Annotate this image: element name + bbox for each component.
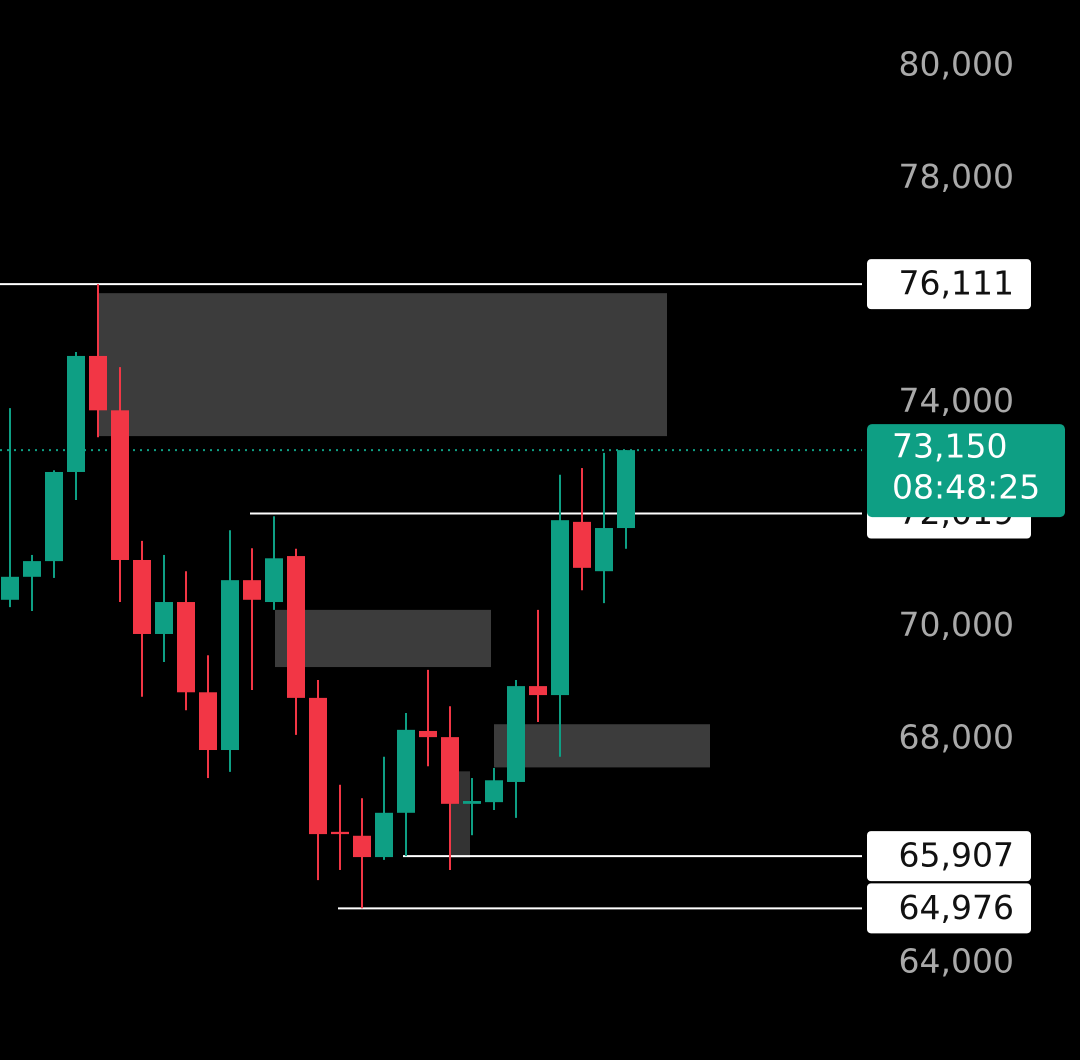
candle-body [419,730,437,738]
candle-body [441,737,459,804]
candle-body [529,686,547,696]
candle-body [287,556,305,698]
zone [275,609,491,668]
level-label: 76,111 [899,264,1014,303]
candle-body [155,602,173,634]
current-price-box [867,424,1065,518]
candle-body [133,559,151,634]
zone [98,293,667,437]
y-tick-label: 64,000 [899,942,1014,981]
candle-body [375,812,393,858]
candle-body [1,576,19,600]
candle-body [111,410,129,560]
level-label: 64,976 [899,888,1014,927]
y-tick-label: 68,000 [899,717,1014,756]
y-tick-label: 78,000 [899,157,1014,196]
zone [494,724,710,768]
candle-body [221,580,239,751]
candle-body [353,835,371,858]
current-price-label: 73,150 [892,427,1007,466]
candle-body [89,355,107,411]
candle-body [309,697,327,835]
candle-body [45,471,63,562]
candle-body [67,355,85,472]
candle-body [23,561,41,577]
candle-body [397,729,415,813]
y-tick-label: 74,000 [899,381,1014,420]
candle-body [265,558,283,603]
level-label-box [867,831,1031,882]
candle-body [595,528,613,572]
level-label-box [867,259,1031,310]
candle-body [551,520,569,696]
candle-body [507,686,525,782]
countdown-label: 08:48:25 [892,468,1040,507]
candle-body [617,450,635,529]
level-label: 65,907 [899,836,1014,875]
candle-body [243,580,261,600]
candle-body [199,692,217,751]
candle-body [331,831,349,835]
level-label-box [867,883,1031,934]
candle-body [485,780,503,803]
y-tick-label: 70,000 [899,605,1014,644]
candle-body [463,801,481,804]
candle-body [573,521,591,568]
y-tick-label: 80,000 [899,45,1014,84]
candle-body [177,602,195,693]
